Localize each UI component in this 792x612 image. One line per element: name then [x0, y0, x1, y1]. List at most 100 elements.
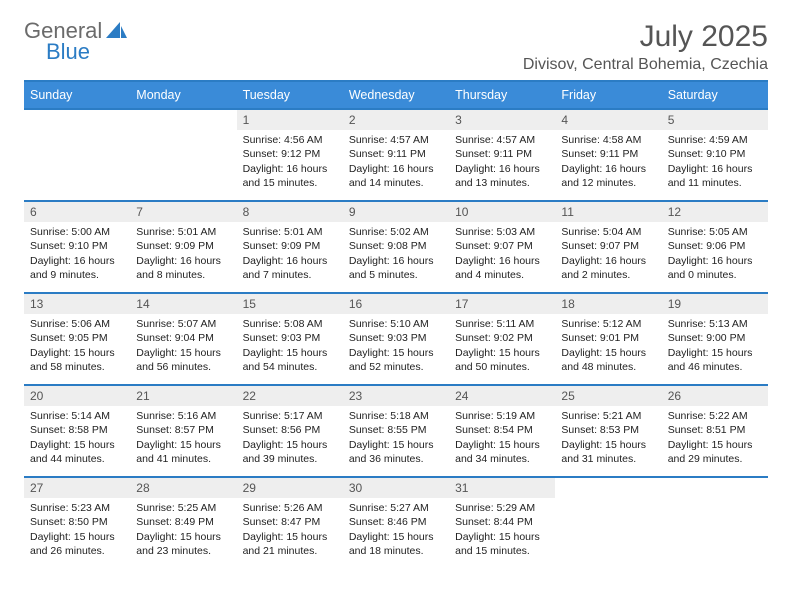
day-body: Sunrise: 4:57 AMSunset: 9:11 PMDaylight:… [449, 130, 555, 192]
day-header: Tuesday [237, 81, 343, 109]
day-line: and 36 minutes. [349, 452, 443, 466]
day-line: and 7 minutes. [243, 268, 337, 282]
day-line: and 2 minutes. [561, 268, 655, 282]
day-line: Daylight: 16 hours [30, 254, 124, 268]
day-header: Saturday [662, 81, 768, 109]
day-line: Sunset: 9:03 PM [349, 331, 443, 345]
day-body: Sunrise: 5:21 AMSunset: 8:53 PMDaylight:… [555, 406, 661, 468]
day-body: Sunrise: 5:10 AMSunset: 9:03 PMDaylight:… [343, 314, 449, 376]
day-line: Sunrise: 5:12 AM [561, 317, 655, 331]
day-line: Sunset: 8:58 PM [30, 423, 124, 437]
day-line: Daylight: 16 hours [668, 254, 762, 268]
day-line: Daylight: 15 hours [243, 530, 337, 544]
day-line: Sunset: 9:01 PM [561, 331, 655, 345]
day-number: 26 [662, 386, 768, 406]
day-line: and 26 minutes. [30, 544, 124, 558]
day-line: and 14 minutes. [349, 176, 443, 190]
calendar-cell: 1Sunrise: 4:56 AMSunset: 9:12 PMDaylight… [237, 109, 343, 201]
day-body: Sunrise: 5:12 AMSunset: 9:01 PMDaylight:… [555, 314, 661, 376]
day-number: 19 [662, 294, 768, 314]
calendar-cell: 28Sunrise: 5:25 AMSunset: 8:49 PMDayligh… [130, 477, 236, 569]
day-line: Sunset: 9:10 PM [30, 239, 124, 253]
day-line: Sunrise: 5:07 AM [136, 317, 230, 331]
day-line: Daylight: 15 hours [30, 438, 124, 452]
day-line: Sunrise: 5:06 AM [30, 317, 124, 331]
day-body: Sunrise: 5:03 AMSunset: 9:07 PMDaylight:… [449, 222, 555, 284]
day-line: and 48 minutes. [561, 360, 655, 374]
calendar-cell: 15Sunrise: 5:08 AMSunset: 9:03 PMDayligh… [237, 293, 343, 385]
day-body: Sunrise: 4:56 AMSunset: 9:12 PMDaylight:… [237, 130, 343, 192]
day-body: Sunrise: 4:59 AMSunset: 9:10 PMDaylight:… [662, 130, 768, 192]
day-number: 12 [662, 202, 768, 222]
brand-logo: General Blue [24, 20, 128, 63]
day-line: Sunrise: 5:29 AM [455, 501, 549, 515]
day-line: Sunrise: 5:26 AM [243, 501, 337, 515]
day-line: Daylight: 15 hours [30, 530, 124, 544]
day-number: 14 [130, 294, 236, 314]
day-line: Sunrise: 4:57 AM [349, 133, 443, 147]
day-body: Sunrise: 5:18 AMSunset: 8:55 PMDaylight:… [343, 406, 449, 468]
location-text: Divisov, Central Bohemia, Czechia [523, 56, 768, 74]
day-line: Daylight: 15 hours [455, 346, 549, 360]
calendar-cell: 3Sunrise: 4:57 AMSunset: 9:11 PMDaylight… [449, 109, 555, 201]
day-line: Sunrise: 5:23 AM [30, 501, 124, 515]
day-line: Daylight: 16 hours [136, 254, 230, 268]
day-body: Sunrise: 5:25 AMSunset: 8:49 PMDaylight:… [130, 498, 236, 560]
day-line: and 21 minutes. [243, 544, 337, 558]
day-line: Daylight: 15 hours [349, 438, 443, 452]
day-line: Sunset: 9:03 PM [243, 331, 337, 345]
day-body: Sunrise: 5:13 AMSunset: 9:00 PMDaylight:… [662, 314, 768, 376]
day-line: and 9 minutes. [30, 268, 124, 282]
calendar-row: 1Sunrise: 4:56 AMSunset: 9:12 PMDaylight… [24, 109, 768, 201]
calendar-cell: 11Sunrise: 5:04 AMSunset: 9:07 PMDayligh… [555, 201, 661, 293]
calendar-cell: 29Sunrise: 5:26 AMSunset: 8:47 PMDayligh… [237, 477, 343, 569]
day-number: 10 [449, 202, 555, 222]
day-line: Daylight: 16 hours [561, 162, 655, 176]
day-line: Sunrise: 5:27 AM [349, 501, 443, 515]
day-line: Sunrise: 5:13 AM [668, 317, 762, 331]
day-number: 29 [237, 478, 343, 498]
day-number: 16 [343, 294, 449, 314]
calendar-cell: 23Sunrise: 5:18 AMSunset: 8:55 PMDayligh… [343, 385, 449, 477]
day-line: Sunset: 8:54 PM [455, 423, 549, 437]
calendar-cell: 5Sunrise: 4:59 AMSunset: 9:10 PMDaylight… [662, 109, 768, 201]
calendar-cell: 24Sunrise: 5:19 AMSunset: 8:54 PMDayligh… [449, 385, 555, 477]
calendar-cell: 18Sunrise: 5:12 AMSunset: 9:01 PMDayligh… [555, 293, 661, 385]
calendar-cell: 14Sunrise: 5:07 AMSunset: 9:04 PMDayligh… [130, 293, 236, 385]
day-line: Daylight: 15 hours [136, 438, 230, 452]
day-line: Sunset: 9:07 PM [455, 239, 549, 253]
day-number: 9 [343, 202, 449, 222]
day-line: and 44 minutes. [30, 452, 124, 466]
day-line: Daylight: 15 hours [455, 530, 549, 544]
day-number: 20 [24, 386, 130, 406]
day-line: Sunset: 8:53 PM [561, 423, 655, 437]
calendar-cell: 30Sunrise: 5:27 AMSunset: 8:46 PMDayligh… [343, 477, 449, 569]
day-line: Daylight: 16 hours [455, 162, 549, 176]
day-number: 22 [237, 386, 343, 406]
day-line: and 54 minutes. [243, 360, 337, 374]
day-body: Sunrise: 4:57 AMSunset: 9:11 PMDaylight:… [343, 130, 449, 192]
day-line: Daylight: 15 hours [243, 438, 337, 452]
day-number: 17 [449, 294, 555, 314]
calendar-row: 13Sunrise: 5:06 AMSunset: 9:05 PMDayligh… [24, 293, 768, 385]
day-line: Daylight: 16 hours [455, 254, 549, 268]
day-line: Sunset: 9:08 PM [349, 239, 443, 253]
calendar-row: 6Sunrise: 5:00 AMSunset: 9:10 PMDaylight… [24, 201, 768, 293]
day-line: Daylight: 15 hours [349, 530, 443, 544]
calendar-row: 20Sunrise: 5:14 AMSunset: 8:58 PMDayligh… [24, 385, 768, 477]
day-line: Sunrise: 4:59 AM [668, 133, 762, 147]
day-line: Daylight: 15 hours [243, 346, 337, 360]
calendar-cell: 12Sunrise: 5:05 AMSunset: 9:06 PMDayligh… [662, 201, 768, 293]
day-number: 15 [237, 294, 343, 314]
day-line: and 34 minutes. [455, 452, 549, 466]
day-line: Sunset: 9:07 PM [561, 239, 655, 253]
day-number: 8 [237, 202, 343, 222]
day-body: Sunrise: 4:58 AMSunset: 9:11 PMDaylight:… [555, 130, 661, 192]
day-line: Sunrise: 5:25 AM [136, 501, 230, 515]
day-body: Sunrise: 5:06 AMSunset: 9:05 PMDaylight:… [24, 314, 130, 376]
calendar-cell [24, 109, 130, 201]
day-body: Sunrise: 5:11 AMSunset: 9:02 PMDaylight:… [449, 314, 555, 376]
calendar-cell: 6Sunrise: 5:00 AMSunset: 9:10 PMDaylight… [24, 201, 130, 293]
day-line: and 58 minutes. [30, 360, 124, 374]
calendar-cell: 26Sunrise: 5:22 AMSunset: 8:51 PMDayligh… [662, 385, 768, 477]
